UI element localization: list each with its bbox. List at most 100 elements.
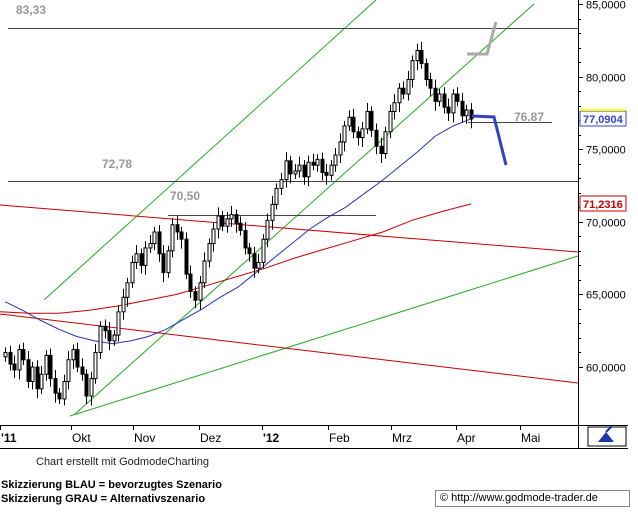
candle-body — [112, 334, 117, 342]
price-badges: 77,0904 71,2316 — [579, 109, 627, 212]
copyright-link[interactable]: © http://www.godmode-trader.de — [435, 490, 630, 507]
candle-body — [460, 100, 465, 117]
candle-body — [433, 87, 438, 102]
candle-body — [388, 110, 393, 133]
x-tick-label: Mai — [521, 431, 540, 445]
candle-body — [225, 218, 230, 227]
candle-body — [329, 164, 334, 176]
candle-body — [93, 351, 98, 380]
candle-body — [410, 60, 415, 81]
candle-body — [256, 261, 261, 269]
candle-body — [446, 106, 451, 114]
candle-body — [103, 325, 108, 332]
candle-body — [116, 311, 121, 336]
candle-body — [125, 282, 130, 298]
price-badge-highlight — [580, 109, 626, 111]
candle-body — [89, 378, 94, 397]
candle-body — [306, 161, 311, 178]
x-axis: '11 Okt Nov Dez '12 Feb Mrz Apr Mai — [0, 425, 540, 445]
moving-averages — [0, 118, 472, 345]
candle-body — [207, 243, 212, 262]
candle-body — [30, 366, 35, 383]
candle-body — [288, 160, 293, 175]
candle-body — [39, 373, 44, 390]
candle-body — [243, 230, 248, 249]
candle-body — [80, 366, 85, 375]
candle-body — [175, 224, 180, 233]
y-tick-label: 65,0000 — [586, 290, 626, 302]
candle-body — [21, 349, 26, 361]
y-tick-label: 70,0000 — [586, 218, 626, 230]
candle-body — [107, 330, 112, 342]
candle-body — [216, 215, 221, 230]
price-badge-label-1: 77,0904 — [583, 114, 624, 126]
candle-body — [324, 171, 329, 176]
x-tick-label: Nov — [134, 431, 155, 445]
candle-body — [428, 79, 433, 89]
candle-body — [57, 392, 62, 400]
candle-body — [179, 231, 184, 240]
candle-body — [229, 214, 234, 220]
candle-body — [419, 49, 424, 65]
candle-body — [71, 349, 76, 361]
candle-body — [406, 79, 411, 95]
trend-line-3 — [69, 255, 579, 417]
candle-body — [284, 160, 289, 181]
x-tick-label: Okt — [72, 431, 91, 445]
scenario-path-blue — [471, 114, 508, 166]
candle-body — [238, 222, 243, 232]
candle-body — [265, 219, 270, 240]
candle-body — [198, 282, 203, 301]
candle-body — [261, 238, 266, 263]
candle-body — [121, 296, 126, 313]
candle-body — [297, 164, 302, 172]
candle-body — [53, 378, 58, 394]
candle-body — [184, 238, 189, 275]
candle-body — [360, 128, 365, 139]
candle-body — [66, 359, 71, 383]
candle-body — [351, 116, 356, 133]
x-tick-label: Feb — [329, 431, 350, 445]
candle-body — [455, 93, 460, 102]
scenario-path-grey — [467, 21, 498, 56]
candle-body — [152, 231, 157, 245]
candle-body — [274, 187, 279, 205]
candle-body — [12, 363, 17, 371]
candle-body — [84, 373, 89, 397]
candle-body — [252, 253, 257, 269]
candle-body — [143, 247, 148, 266]
candle-body — [293, 170, 298, 175]
drawing-tool-icon[interactable] — [587, 425, 627, 447]
x-tick-label: '11 — [1, 431, 17, 445]
level-label-3: 70,50 — [170, 189, 200, 203]
candle-body — [302, 164, 307, 178]
candle-body — [148, 243, 153, 249]
candle-body — [270, 203, 275, 221]
candle-body — [365, 110, 370, 130]
candle-body — [188, 273, 193, 292]
x-tick-label: Dez — [200, 431, 221, 445]
price-badge-label-2: 71,2316 — [583, 199, 623, 211]
candle-body — [75, 349, 80, 368]
level-label-1: 83,33 — [16, 3, 46, 17]
candle-body — [26, 359, 31, 383]
x-tick-label: Mrz — [392, 431, 412, 445]
candle-body — [17, 349, 22, 371]
candle-body — [139, 253, 144, 266]
candle-body — [48, 354, 53, 380]
candle-body — [464, 109, 469, 117]
level-label-2: 72,78 — [102, 157, 132, 171]
y-tick-label: 85,0000 — [586, 0, 626, 12]
chart-credit: Chart erstellt mit GodmodeCharting — [36, 456, 210, 468]
candles — [3, 41, 474, 406]
candle-body — [374, 129, 379, 147]
candle-body — [397, 87, 402, 104]
pencil-icon — [598, 432, 614, 442]
candle-body — [320, 158, 325, 173]
candle-body — [3, 351, 8, 358]
y-tick-label: 80,0000 — [586, 73, 626, 85]
candle-body — [130, 261, 135, 284]
x-tick-label: '12 — [263, 431, 280, 445]
y-tick-label: 75,0000 — [586, 145, 626, 157]
